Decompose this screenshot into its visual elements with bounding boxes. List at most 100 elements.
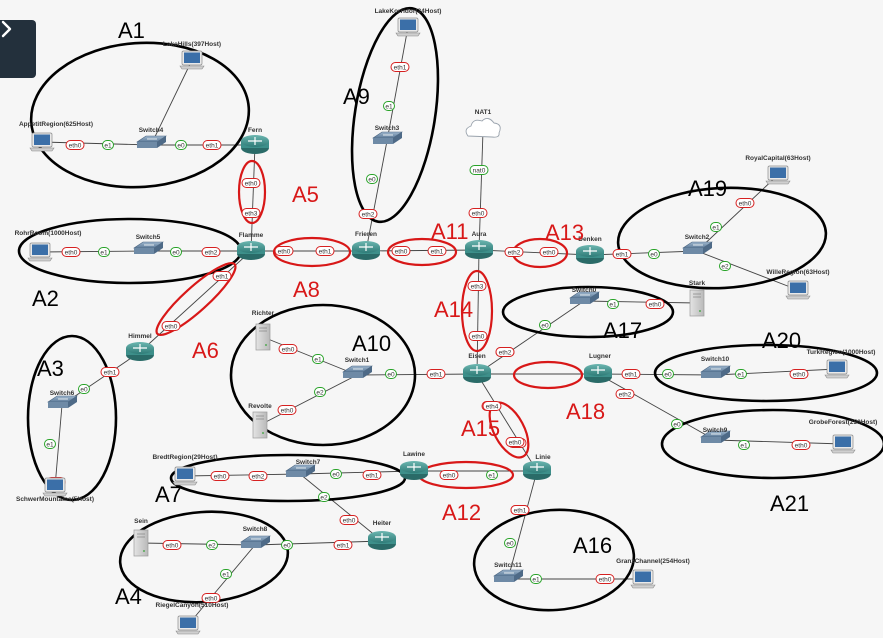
port-badge: eth2 <box>248 471 268 481</box>
host-icon <box>42 477 68 497</box>
node-sein[interactable]: Sein <box>133 518 149 557</box>
sidebar-toggle-button[interactable] <box>0 20 36 78</box>
link-lakekorridor-switch3[interactable] <box>386 26 409 142</box>
node-switch0[interactable]: Switch0 <box>569 287 600 304</box>
node-denken[interactable]: Denken <box>576 236 604 264</box>
node-fern[interactable]: Fern <box>241 127 269 154</box>
area-a9-outline <box>350 6 440 224</box>
node-nat1[interactable]: NAT1 <box>465 109 501 138</box>
node-switch8[interactable]: Switch8 <box>240 526 271 548</box>
link-bredt-switch7[interactable] <box>184 473 301 477</box>
port-badge: e0 <box>385 369 397 379</box>
node-lawine[interactable]: Lawine <box>400 451 428 480</box>
link-nat1-aura[interactable] <box>478 130 484 251</box>
port-badge: eth2 <box>504 247 524 257</box>
node-switch10[interactable]: Switch10 <box>700 356 731 378</box>
node-lakekorridor[interactable]: LakeKorridor(24Host) <box>375 8 442 37</box>
link-lugner-switch9[interactable] <box>597 373 716 441</box>
link-switch7-heiter[interactable] <box>299 473 383 542</box>
link-denken-switch2[interactable] <box>589 250 698 256</box>
node-label: Sein <box>134 518 148 525</box>
node-stark[interactable]: Stark <box>689 280 706 317</box>
port-badge: e0 <box>330 469 342 479</box>
port-badge: eth0 <box>241 178 261 188</box>
port-badge: eth0 <box>61 247 81 257</box>
node-riegel[interactable]: RiegelCanyon(510Host) <box>156 602 229 635</box>
link-switch2-wille[interactable] <box>696 250 799 291</box>
link-sein-switch8[interactable] <box>140 542 256 546</box>
node-revolte[interactable]: Revolte <box>248 403 272 439</box>
svg-text:e0: e0 <box>172 249 180 256</box>
node-lugner[interactable]: Lugner <box>584 353 612 383</box>
port-badge: eth0 <box>274 246 294 256</box>
node-aura[interactable]: Aura <box>465 231 493 259</box>
svg-text:e0: e0 <box>80 386 88 393</box>
link-flamme-himmel[interactable] <box>139 250 252 353</box>
link-switch2-royal[interactable] <box>696 174 779 252</box>
svg-text:e0: e0 <box>650 251 658 258</box>
area-a3-label: A3 <box>37 356 64 381</box>
link-aura-denken[interactable] <box>478 249 591 256</box>
node-switch7[interactable]: Switch7 <box>285 459 321 477</box>
node-rohr[interactable]: RohrRoom(1000Host) <box>15 230 82 262</box>
link-eisen-switch0[interactable] <box>476 300 585 375</box>
node-linie[interactable]: Linie <box>523 454 551 480</box>
node-lakehills[interactable]: LakeHills(397Host) <box>163 41 221 70</box>
host-icon <box>765 165 791 185</box>
link-switch10-turk[interactable] <box>714 368 838 376</box>
node-richter[interactable]: Richter <box>252 310 275 351</box>
link-fern-flamme[interactable] <box>250 144 256 252</box>
node-turk[interactable]: TurkRegion(1000Host) <box>807 349 876 379</box>
node-schwer[interactable]: SchwerMountains(5Host) <box>16 477 94 503</box>
node-granz[interactable]: GranzChannel(254Host) <box>616 558 690 589</box>
link-switch6-schwer[interactable] <box>54 404 63 488</box>
node-royal[interactable]: RoyalCapital(63Host) <box>745 155 811 185</box>
link-switch9-grobe[interactable] <box>714 439 844 445</box>
link-apetit-switch4[interactable] <box>41 141 152 146</box>
router-icon <box>584 364 612 383</box>
node-switch2[interactable]: Switch2 <box>682 234 713 254</box>
node-switch3[interactable]: Switch3 <box>372 125 403 144</box>
link-revolte-switch1[interactable] <box>259 374 358 426</box>
node-label: LakeHills(397Host) <box>163 41 221 48</box>
link-frieren-aura[interactable] <box>365 249 480 252</box>
node-wille[interactable]: WilleRegion(63Host) <box>766 269 830 300</box>
link-richter-switch1[interactable] <box>262 336 358 376</box>
link-linie-switch11[interactable] <box>507 470 538 580</box>
link-rohr-switch5[interactable] <box>39 250 149 253</box>
node-flamme[interactable]: Flamme <box>237 232 265 260</box>
link-switch1-eisen[interactable] <box>356 373 478 376</box>
node-frieren[interactable]: Frieren <box>352 231 380 260</box>
node-bredt[interactable]: BredtRegion(29Host) <box>152 454 218 486</box>
link-lawine-switch7[interactable] <box>299 470 415 475</box>
link-switch8-riegel[interactable] <box>187 544 256 626</box>
node-switch4[interactable]: Switch4 <box>136 127 167 148</box>
node-eisen[interactable]: Eisen <box>463 353 491 383</box>
node-heiter[interactable]: Heiter <box>368 520 396 550</box>
node-switch6[interactable]: Switch6 <box>47 390 78 408</box>
svg-text:eth1: eth1 <box>206 142 219 149</box>
node-switch11[interactable]: Switch11 <box>493 562 524 582</box>
node-himmel[interactable]: Himmel <box>126 333 154 361</box>
link-heiter-switch8[interactable] <box>254 540 383 546</box>
link-switch0-stark[interactable] <box>583 300 698 304</box>
link-eisen-linie[interactable] <box>476 373 538 472</box>
svg-text:eth0: eth0 <box>395 248 408 255</box>
svg-text:eth0: eth0 <box>65 249 78 256</box>
link-lugner-switch10[interactable] <box>597 373 716 376</box>
link-switch3-frieren[interactable] <box>365 140 388 252</box>
node-switch5[interactable]: Switch5 <box>133 234 164 254</box>
node-switch1[interactable]: Switch1 <box>342 357 373 378</box>
area-a17-label: A17 <box>603 318 642 343</box>
link-lakehills-switch4[interactable] <box>150 59 193 146</box>
port-badge: e1 <box>738 440 750 450</box>
host-icon <box>29 132 55 152</box>
node-switch9[interactable]: Switch9 <box>700 427 731 443</box>
node-grobe[interactable]: GrobeForest(250Host) <box>809 419 878 454</box>
node-apetit[interactable]: AppetitRegion(625Host) <box>19 121 93 152</box>
node-label: Switch5 <box>136 234 161 241</box>
switch-icon <box>700 430 731 443</box>
svg-text:eth2: eth2 <box>499 349 512 356</box>
